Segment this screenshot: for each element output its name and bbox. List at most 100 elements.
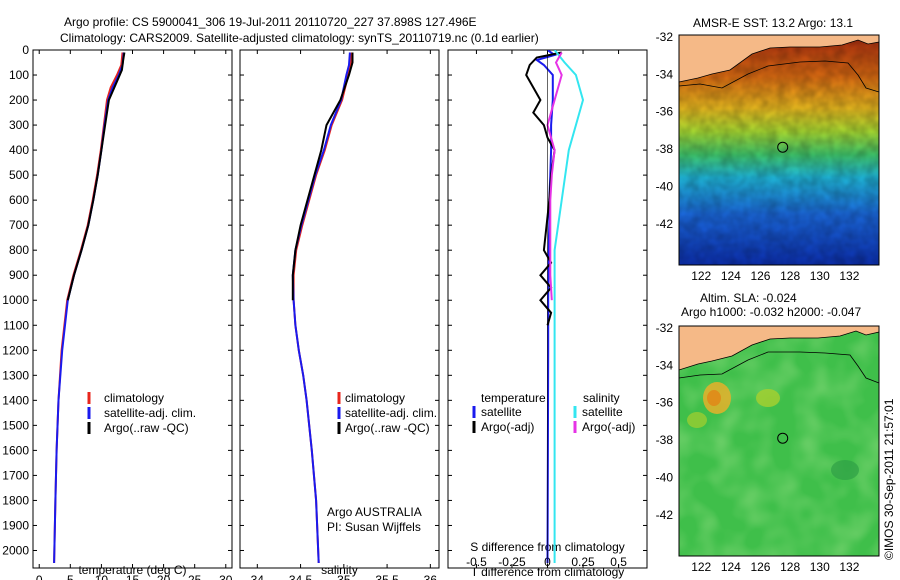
map-x-tick-label: 130 xyxy=(810,560,830,574)
x-tick-label: 15 xyxy=(126,573,140,580)
x-axis-label: salinity xyxy=(321,563,358,577)
y-tick-label: 500 xyxy=(9,168,29,182)
temperature-legend: climatology satellite-adj. clim. Argo(..… xyxy=(87,391,196,435)
legend-title-temperature: temperature xyxy=(481,391,546,405)
legend-label-satellite: satellite-adj. clim. xyxy=(345,406,437,420)
legend-label-t-satellite: satellite xyxy=(481,405,522,419)
map-x-tick-label: 126 xyxy=(750,560,770,574)
series-line-s-argo-adj- xyxy=(546,52,563,301)
x-tick-label: 34.5 xyxy=(289,573,313,580)
legend-title-salinity: salinity xyxy=(583,391,620,405)
land-mass xyxy=(678,34,880,83)
y-tick-label: 1600 xyxy=(2,443,29,457)
map-x-tick-label: 128 xyxy=(780,560,800,574)
y-tick-label: 100 xyxy=(9,68,29,82)
sla-map xyxy=(678,325,880,557)
argo-location-marker xyxy=(777,432,789,444)
map-y-tick-label: -36 xyxy=(656,105,674,119)
map-y-tick-label: -34 xyxy=(656,358,674,372)
imos-credit: ©IMOS 30-Sep-2011 21:57:01 xyxy=(882,398,896,560)
legend-label-climatology: climatology xyxy=(104,391,164,405)
legend-label-argo: Argo(..raw -QC) xyxy=(345,421,430,435)
x-tick-label: 5 xyxy=(67,573,74,580)
map-x-tick-label: 122 xyxy=(691,560,711,574)
map-x-tick-label: 124 xyxy=(721,269,741,283)
y-tick-label: 800 xyxy=(9,243,29,257)
map-y-tick-label: -42 xyxy=(656,217,674,231)
y-tick-label: 900 xyxy=(9,268,29,282)
y-tick-label: 1000 xyxy=(2,293,29,307)
argo-pi-annotation: PI: Susan Wijffels xyxy=(327,520,421,534)
legend-label-t-argo: Argo(-adj) xyxy=(481,420,534,434)
y-tick-label: 600 xyxy=(9,193,29,207)
y-tick-label: 200 xyxy=(9,93,29,107)
x-axis-label: temperature (deg C) xyxy=(78,563,186,577)
y-tick-label: 1800 xyxy=(2,493,29,507)
sst-map-title: AMSR-E SST: 13.2 Argo: 13.1 xyxy=(693,16,853,30)
y-tick-label: 700 xyxy=(9,218,29,232)
legend-label-climatology: climatology xyxy=(345,391,405,405)
map-y-tick-label: -34 xyxy=(656,67,674,81)
y-tick-label: 1500 xyxy=(2,418,29,432)
y-tick-label: 0 xyxy=(22,43,29,57)
series-line-argo-raw-qc- xyxy=(66,52,126,301)
contour-line xyxy=(678,351,880,384)
land-mass xyxy=(678,325,880,371)
series-line-climatology xyxy=(292,52,353,564)
y-tick-label: 300 xyxy=(9,118,29,132)
legend-label-argo: Argo(..raw -QC) xyxy=(104,421,189,435)
map-y-tick-label: -40 xyxy=(656,470,674,484)
x-tick-label: 34 xyxy=(251,573,265,580)
y-tick-label: 1200 xyxy=(2,343,29,357)
figure-title: Argo profile: CS 5900041_306 19-Jul-2011… xyxy=(64,15,477,29)
contour-line xyxy=(678,60,880,93)
map-y-tick-label: -32 xyxy=(656,30,674,44)
legend-label-satellite: satellite-adj. clim. xyxy=(104,406,196,420)
map-x-tick-label: 132 xyxy=(839,269,859,283)
x-tick-label: 0 xyxy=(36,573,43,580)
x-axis-label: T difference from climatology xyxy=(471,565,625,579)
map-x-tick-label: 132 xyxy=(839,560,859,574)
s-tick-label: 0.5 xyxy=(610,555,627,569)
y-tick-label: 2000 xyxy=(2,543,29,557)
y-tick-label: 1300 xyxy=(2,368,29,382)
y-tick-label: 1100 xyxy=(3,318,29,332)
map-y-tick-label: -42 xyxy=(656,508,674,522)
s-tick-label: 0.25 xyxy=(571,555,595,569)
temperature-panel xyxy=(32,49,233,569)
map-x-tick-label: 126 xyxy=(750,269,770,283)
y-tick-label: 1400 xyxy=(2,393,29,407)
x-tick-label: 35 xyxy=(337,573,351,580)
salinity-legend: climatology satellite-adj. clim. Argo(..… xyxy=(337,391,437,435)
series-line-argo-raw-qc- xyxy=(291,52,354,301)
x-tick-label: 25 xyxy=(188,573,202,580)
x-tick-label: 30 xyxy=(219,573,233,580)
series-line-s-satellite xyxy=(553,50,585,563)
argo-location-marker xyxy=(777,141,789,153)
map-y-tick-label: -36 xyxy=(656,396,674,410)
figure-subtitle: Climatology: CARS2009. Satellite-adjuste… xyxy=(60,31,539,45)
map-y-tick-label: -38 xyxy=(656,433,674,447)
x-tick-label: 35.5 xyxy=(375,573,399,580)
sla-map-title: Altim. SLA: -0.024 xyxy=(700,291,797,305)
map-y-tick-label: -32 xyxy=(656,321,674,335)
s-tick-label: -0.25 xyxy=(498,555,526,569)
legend-label-s-satellite: satellite xyxy=(582,405,623,419)
salinity-panel xyxy=(239,49,440,569)
sst-map xyxy=(678,34,880,266)
map-x-tick-label: 124 xyxy=(721,560,741,574)
map-y-tick-label: -38 xyxy=(656,142,674,156)
map-x-tick-label: 130 xyxy=(810,269,830,283)
difference-legend: temperature salinity satellite Argo(-adj… xyxy=(472,391,635,434)
y-tick-label: 1700 xyxy=(2,468,29,482)
x-tick-label: 20 xyxy=(157,573,171,580)
map-x-tick-label: 128 xyxy=(780,269,800,283)
y-tick-label: 1900 xyxy=(2,518,29,532)
argo-program-annotation: Argo AUSTRALIA xyxy=(327,505,422,519)
x-tick-label: 36 xyxy=(424,573,438,580)
y-tick-label: 400 xyxy=(9,143,29,157)
s-tick-label: -0.5 xyxy=(466,555,487,569)
map-x-tick-label: 122 xyxy=(691,269,711,283)
series-line-satellite-adj-clim- xyxy=(291,52,351,564)
